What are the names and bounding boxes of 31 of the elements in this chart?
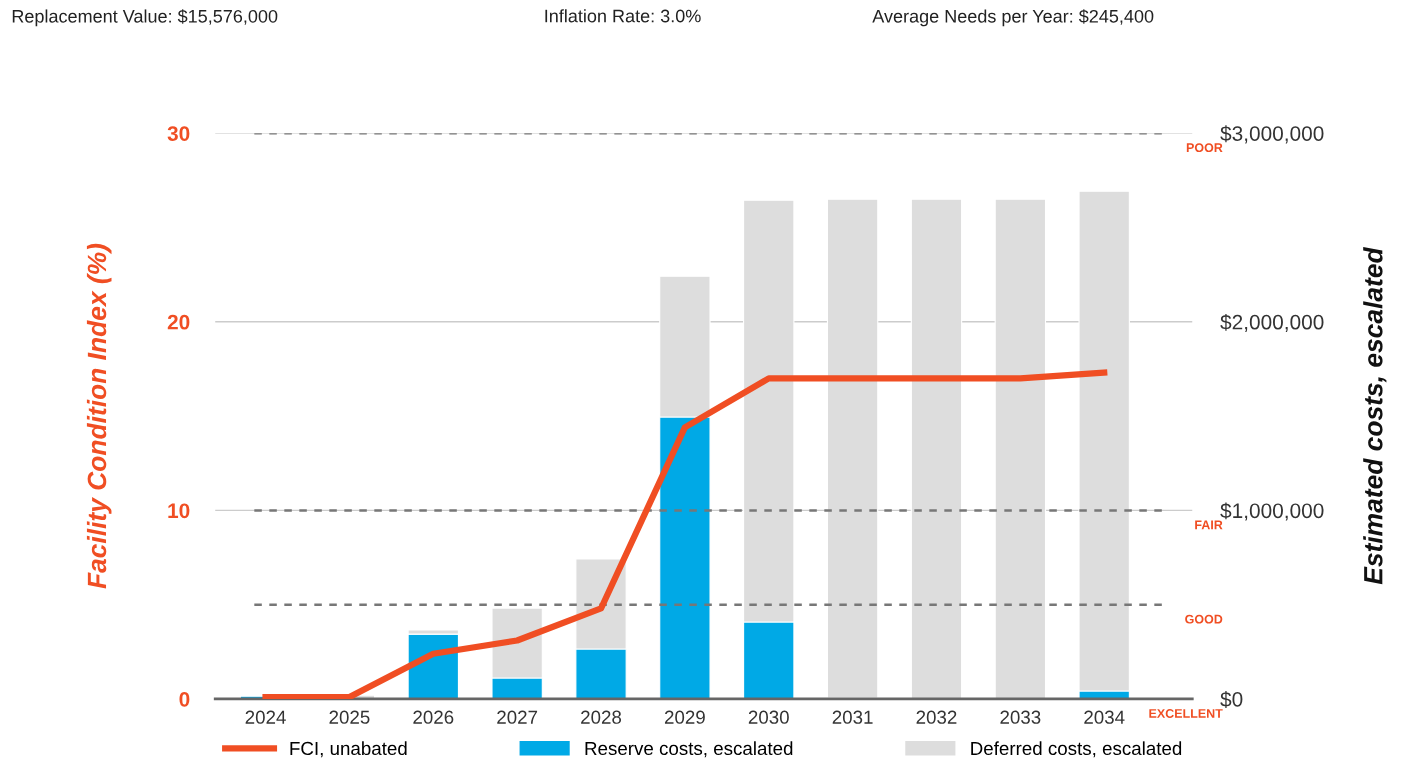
legend-label: Reserve costs, escalated (585, 741, 793, 758)
ref-line-label: GOOD (1185, 614, 1223, 624)
y-axis-title: Facility Condition Index (%) (86, 243, 112, 589)
y-tick-label: 0 (179, 691, 190, 707)
text: Average Needs per Year: $245,400 (872, 9, 1154, 27)
x-tick-label: 2034 (1084, 710, 1125, 724)
x-tick-label: 2029 (664, 710, 705, 724)
ref-line-label: POOR (1186, 143, 1223, 153)
x-tick-label: 2030 (748, 710, 789, 724)
y2-tick-label: $1,000,000 (1220, 502, 1324, 521)
y2-axis-title: Estimated costs, escalated (1363, 246, 1387, 585)
x-tick-label: 2033 (1000, 710, 1041, 724)
y2-tick-label: $0 (1220, 691, 1243, 708)
y2-tick-label: $2,000,000 (1220, 313, 1324, 332)
x-tick-label: 2026 (413, 710, 454, 724)
ref-line-label: FAIR (1195, 520, 1223, 530)
legend-label: Deferred costs, escalated (971, 741, 1182, 758)
x-tick-label: 2032 (916, 710, 957, 724)
y-tick-label: 10 (168, 503, 190, 519)
x-tick-label: 2028 (581, 710, 622, 724)
y2-tick-label: $3,000,000 (1220, 125, 1324, 144)
legend-label: FCI, unabated (290, 741, 407, 758)
x-tick-label: 2024 (245, 710, 286, 724)
y-tick-label: 20 (167, 314, 190, 330)
text: EXCELLENT (1149, 709, 1223, 718)
x-tick-label: 2025 (329, 710, 370, 724)
x-tick-label: 2027 (497, 710, 538, 724)
x-tick-label: 2031 (832, 710, 873, 724)
text: Inflation Rate: 3.0% (545, 9, 701, 23)
text: Replacement Value: $15,576,000 (12, 9, 278, 27)
y-tick-label: 30 (167, 126, 190, 141)
